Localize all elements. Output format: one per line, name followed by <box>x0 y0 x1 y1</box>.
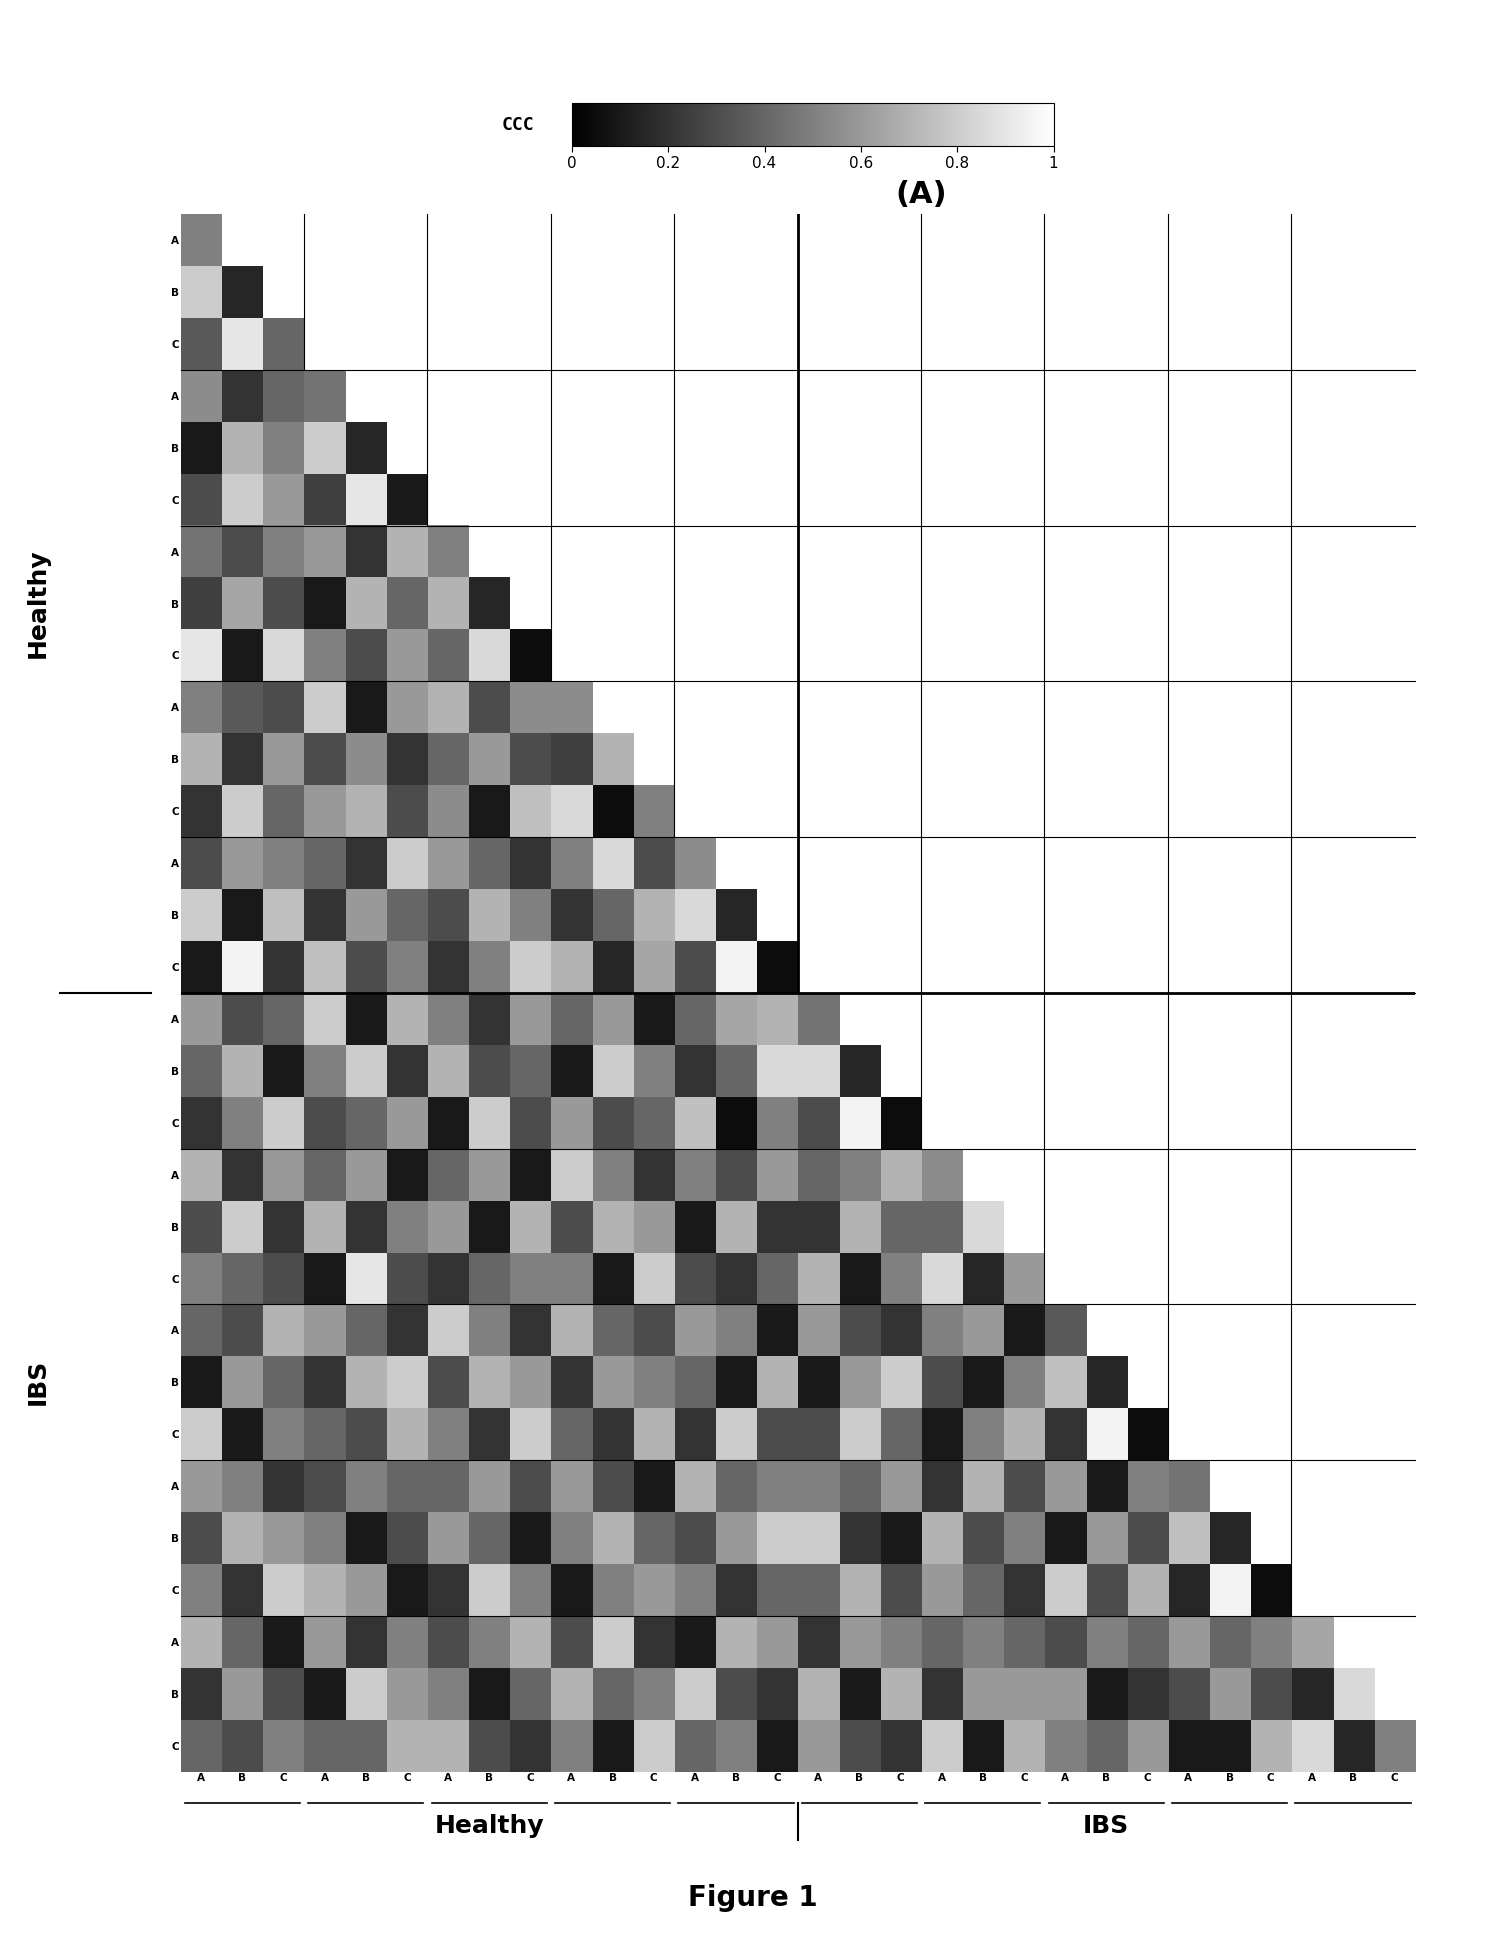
Text: Figure 1: Figure 1 <box>688 1885 817 1912</box>
Text: IBS: IBS <box>1084 1815 1129 1838</box>
Text: CCC: CCC <box>501 115 534 134</box>
Title: (A): (A) <box>895 179 947 208</box>
Text: Healthy: Healthy <box>435 1815 543 1838</box>
Text: IBS: IBS <box>26 1359 50 1406</box>
Text: Healthy: Healthy <box>26 549 50 658</box>
